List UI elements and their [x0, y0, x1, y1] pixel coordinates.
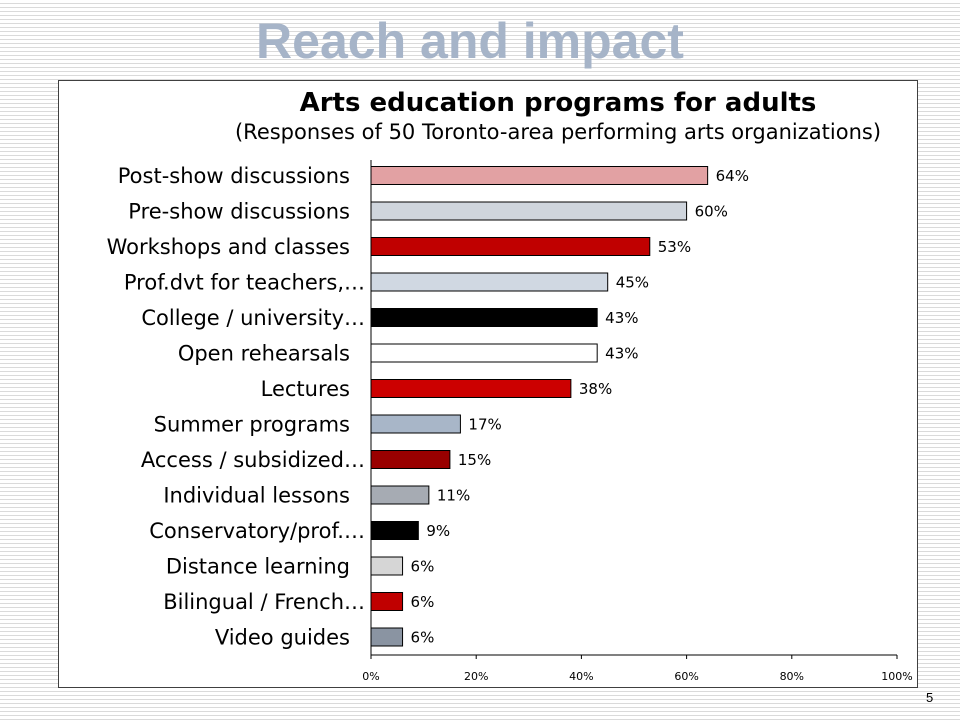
bar-video-guides: [370, 627, 404, 647]
category-label-distance-learning: Distance learning: [166, 555, 350, 579]
category-label-pre-show-discussions: Pre-show discussions: [128, 200, 350, 224]
category-label-college-university: College / university…: [141, 306, 365, 330]
bar-conservatory-prof: [370, 521, 419, 540]
category-label-open-rehearsals: Open rehearsals: [178, 342, 350, 366]
bar-college-university: [370, 308, 598, 327]
chart-title: Arts education programs for adults: [299, 88, 817, 118]
category-label-summer-programs: Summer programs: [154, 413, 350, 437]
x-tick-label: 40%: [569, 670, 593, 683]
x-tick-label: 100%: [881, 670, 912, 683]
value-label-distance-learning: 6%: [411, 557, 435, 575]
chart-subtitle: (Responses of 50 Toronto-area performing…: [234, 120, 882, 144]
value-label-workshops-and-classes: 53%: [658, 238, 691, 256]
bar-access-subsidized: [370, 450, 451, 469]
value-label-prof-dvt-for-teachers: 45%: [616, 273, 649, 291]
bar-workshops-and-classes: [370, 237, 651, 256]
value-label-college-university: 43%: [605, 309, 638, 327]
chart-value-labels: 64% 60%53% 45% 43% 43% 38% 17% 15% 11% 9% 6% 6% 6%: [411, 167, 749, 646]
category-label-video-guides: Video guides: [215, 626, 350, 650]
category-label-access-subsidized: Access / subsidized…: [141, 448, 365, 472]
bar-prof-dvt-for-teachers: [370, 272, 609, 292]
value-label-individual-lessons: 11%: [437, 486, 470, 504]
category-label-workshops-and-classes: Workshops and classes: [107, 235, 350, 259]
category-label-post-show-discussions: Post-show discussions: [118, 164, 350, 188]
x-tick-label: 0%: [362, 670, 379, 683]
category-label-conservatory-prof: Conservatory/prof.…: [149, 519, 365, 543]
bar-distance-learning: [370, 556, 404, 576]
bar-pre-show-discussions: [370, 201, 688, 221]
category-label-lectures: Lectures: [261, 377, 350, 401]
value-label-pre-show-discussions: 60%: [695, 202, 728, 220]
bar-bilingual-french: [370, 592, 404, 611]
x-tick-label: 80%: [780, 670, 804, 683]
value-label-summer-programs: 17%: [468, 415, 501, 433]
bar-individual-lessons: [370, 485, 430, 505]
chart-bars: [370, 166, 709, 647]
value-label-bilingual-french: 6%: [411, 593, 435, 611]
category-label-bilingual-french: Bilingual / French…: [163, 590, 365, 614]
value-label-post-show-discussions: 64%: [716, 167, 749, 185]
value-label-video-guides: 6%: [411, 628, 435, 646]
value-label-access-subsidized: 15%: [458, 451, 491, 469]
category-label-individual-lessons: Individual lessons: [163, 484, 350, 508]
bar-lectures: [370, 379, 572, 398]
x-tick-label: 60%: [674, 670, 698, 683]
slide-title: Reach and impact: [256, 13, 684, 69]
bar-post-show-discussions: [370, 166, 709, 185]
bar-summer-programs: [370, 414, 461, 434]
value-label-lectures: 38%: [579, 380, 612, 398]
value-label-open-rehearsals: 43%: [605, 344, 638, 362]
bar-open-rehearsals: [370, 343, 598, 363]
page-number: 5: [926, 690, 934, 705]
chart-category-labels: Post-show discussions Pre-show discussion…: [107, 164, 365, 650]
category-label-prof-dvt-for-teachers: Prof.dvt for teachers,…: [124, 271, 365, 295]
x-tick-label: 20%: [464, 670, 488, 683]
value-label-conservatory-prof: 9%: [426, 522, 450, 540]
